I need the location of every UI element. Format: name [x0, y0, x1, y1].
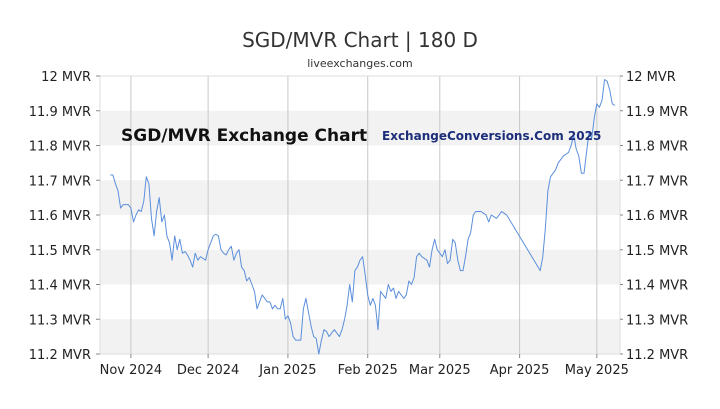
grid-band	[100, 180, 620, 215]
x-tick-label: Nov 2024	[100, 363, 163, 378]
grid-band	[100, 249, 620, 285]
chart-title: SGD/MVR Chart | 180 D	[242, 28, 478, 52]
y-axis-left: 12 MVR 11.9 MVR 11.8 MVR 11.7 MVR 11.6 MVR 11…	[29, 70, 100, 363]
x-axis: Nov 2024 Dec 2024 Jan 2025 Feb 2025 Mar 2025…	[100, 354, 629, 378]
chart-vertical-grid	[130, 76, 598, 354]
x-tick-label: Apr 2025	[490, 363, 550, 378]
chart-annotation-right: ExchangeConversions.Com 2025	[382, 129, 601, 143]
y-tick-label-left: 12 MVR	[41, 70, 91, 85]
grid-band	[100, 319, 620, 354]
y-tick-label-right: 12 MVR	[626, 70, 676, 85]
y-tick-label-right: 11.6 MVR	[626, 209, 688, 224]
grid-band	[100, 110, 620, 146]
y-tick-label-right: 11.8 MVR	[626, 140, 688, 155]
y-tick-label-left: 11.9 MVR	[29, 105, 91, 120]
y-tick-label-left: 11.4 MVR	[29, 279, 91, 294]
y-tick-label-right: 11.5 MVR	[626, 244, 688, 259]
y-axis-right: 12 MVR 11.9 MVR 11.8 MVR 11.7 MVR 11.6 MVR 11…	[620, 70, 688, 363]
y-tick-label-left: 11.6 MVR	[29, 209, 91, 224]
y-tick-label-left: 11.5 MVR	[29, 244, 91, 259]
chart-bands	[100, 110, 620, 354]
y-tick-label-right: 11.4 MVR	[626, 279, 688, 294]
y-tick-label-right: 11.7 MVR	[626, 174, 688, 189]
x-tick-label: Feb 2025	[338, 363, 398, 378]
chart-annotation-left: SGD/MVR Exchange Chart	[121, 126, 367, 146]
x-tick-label: Dec 2024	[177, 363, 239, 378]
x-tick-label: Mar 2025	[409, 363, 471, 378]
y-tick-label-left: 11.7 MVR	[29, 174, 91, 189]
y-tick-label-right: 11.9 MVR	[626, 105, 688, 120]
y-tick-label-right: 11.3 MVR	[626, 313, 688, 328]
y-tick-label-left: 11.2 MVR	[29, 348, 91, 363]
y-tick-label-left: 11.8 MVR	[29, 140, 91, 155]
x-tick-label: May 2025	[565, 363, 629, 378]
y-tick-label-left: 11.3 MVR	[29, 313, 91, 328]
x-tick-label: Jan 2025	[258, 363, 316, 378]
y-tick-label-right: 11.2 MVR	[626, 348, 688, 363]
chart-subtitle: liveexchanges.com	[307, 57, 412, 70]
series-line	[110, 79, 616, 355]
